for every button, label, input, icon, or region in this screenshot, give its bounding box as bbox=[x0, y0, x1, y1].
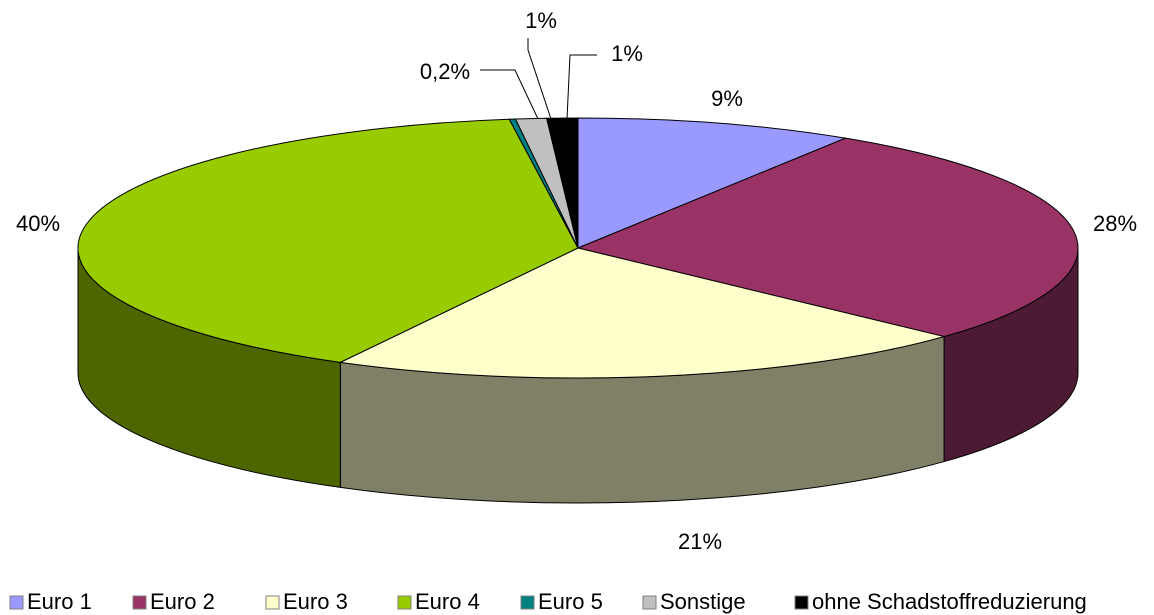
data-label: 1% bbox=[525, 8, 557, 33]
leader-line bbox=[480, 69, 539, 120]
legend-swatch bbox=[132, 595, 147, 610]
legend-swatch bbox=[265, 595, 280, 610]
data-label: 21% bbox=[678, 529, 722, 554]
legend-swatch bbox=[642, 595, 657, 610]
legend-swatch bbox=[520, 595, 535, 610]
legend-label: Euro 1 bbox=[27, 589, 92, 614]
legend-swatch bbox=[397, 595, 412, 610]
legend-label: Euro 5 bbox=[538, 589, 603, 614]
legend-swatch bbox=[794, 595, 809, 610]
pie-slice bbox=[338, 247, 947, 379]
data-label: 9% bbox=[711, 86, 743, 111]
pie-slice bbox=[546, 117, 579, 249]
legend-label: Euro 2 bbox=[150, 589, 215, 614]
pie-slice bbox=[576, 137, 1079, 338]
legend-label: Sonstige bbox=[660, 589, 746, 614]
data-label: 40% bbox=[16, 211, 60, 236]
data-label: 0,2% bbox=[420, 59, 470, 84]
legend-swatch bbox=[9, 595, 24, 610]
data-label: 1% bbox=[611, 41, 643, 66]
leader-line bbox=[566, 54, 597, 120]
legend-label: ohne Schadstoffreduzierung bbox=[812, 589, 1087, 614]
pie-slice bbox=[77, 118, 579, 363]
leader-line bbox=[527, 38, 552, 120]
data-label: 28% bbox=[1093, 211, 1137, 236]
pie-slice bbox=[577, 117, 848, 249]
legend-label: Euro 4 bbox=[415, 589, 480, 614]
legend-label: Euro 3 bbox=[283, 589, 348, 614]
